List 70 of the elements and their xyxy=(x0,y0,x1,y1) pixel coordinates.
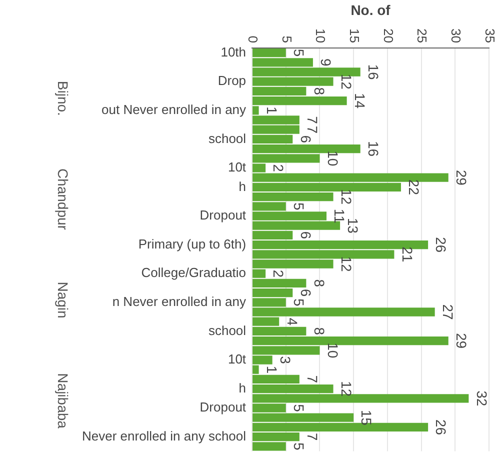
y-tick-label: 10t xyxy=(228,352,246,367)
data-label: 6 xyxy=(298,231,314,240)
y-tick-label: Dropout xyxy=(200,208,246,223)
text: Najibaba xyxy=(55,373,72,429)
data-label: 13 xyxy=(345,218,362,234)
data-label: 29 xyxy=(454,170,470,186)
y-tick-label: out Never enrolled in any xyxy=(102,102,247,117)
data-label: 5 xyxy=(291,442,308,450)
data-label: 12 xyxy=(338,189,354,205)
y-tick-label: 10th xyxy=(220,44,246,60)
data-label: 10 xyxy=(324,150,341,166)
data-label: 26 xyxy=(433,237,450,253)
y-tick-label: Drop xyxy=(218,73,246,88)
y-tick-label: n Never enrolled in any xyxy=(112,294,247,309)
data-label: 10 xyxy=(324,342,341,358)
data-label: 32 xyxy=(474,390,490,406)
data-label: 21 xyxy=(399,246,416,262)
data-label: 8 xyxy=(311,87,328,96)
y-tick-label: Never enrolled in any school xyxy=(82,428,246,444)
data-label: 5 xyxy=(291,202,308,210)
data-label: 9 xyxy=(318,58,334,66)
data-label: 2 xyxy=(270,270,287,278)
x-tick-label: 5 xyxy=(279,36,294,43)
x-tick-label: 0 xyxy=(245,36,260,43)
text: Chandpur xyxy=(55,168,72,230)
x-tick-label: 15 xyxy=(347,28,362,43)
data-label: 11 xyxy=(332,208,348,224)
y-tick-label: 10t xyxy=(228,160,246,175)
y-tick-label: school xyxy=(208,322,246,338)
data-label: 12 xyxy=(338,256,354,272)
data-label: 27 xyxy=(440,304,456,320)
data-label: 16 xyxy=(366,64,382,80)
text: Nagin xyxy=(55,282,72,318)
data-label: 12 xyxy=(338,381,354,397)
data-label: 15 xyxy=(358,410,375,426)
data-label: 16 xyxy=(366,141,382,157)
data-label: 26 xyxy=(433,419,450,436)
y-tick-label: Primary (up to 6th) xyxy=(138,236,246,252)
chart-title: No. of xyxy=(350,2,391,18)
text: Bijno. xyxy=(55,80,72,116)
data-label: 1 xyxy=(264,106,280,114)
data-label: 3 xyxy=(277,356,294,364)
x-tick-label: 35 xyxy=(482,28,498,43)
data-label: 5 xyxy=(291,298,308,306)
y-tick-label: College/Graduatio xyxy=(141,265,246,280)
data-label: 8 xyxy=(311,279,328,288)
y-tick-label: h xyxy=(238,380,246,396)
data-label: 2 xyxy=(270,164,287,172)
y-tick-label: h xyxy=(238,178,246,194)
data-label: 8 xyxy=(311,327,328,336)
data-label: 22 xyxy=(406,179,422,196)
data-label: 7 xyxy=(304,375,321,384)
data-label: 6 xyxy=(298,288,314,297)
y-tick-label: Dropout xyxy=(200,400,246,415)
data-label: 14 xyxy=(352,93,368,109)
x-tick-label: 10 xyxy=(313,28,328,43)
data-label: 6 xyxy=(298,135,314,144)
x-tick-label: 25 xyxy=(414,28,430,43)
data-label: 5 xyxy=(291,48,308,57)
data-label: 29 xyxy=(454,333,470,349)
data-label: 7 xyxy=(304,432,321,441)
data-label: 1 xyxy=(264,366,280,374)
data-label: 4 xyxy=(284,318,300,326)
x-tick-label: 20 xyxy=(380,28,396,43)
data-label: 7 xyxy=(304,116,321,124)
x-tick-label: 30 xyxy=(448,28,464,43)
data-label: 12 xyxy=(338,74,354,90)
y-tick-label: school xyxy=(208,130,246,146)
data-label: 7 xyxy=(304,126,321,134)
data-label: 5 xyxy=(291,404,308,412)
